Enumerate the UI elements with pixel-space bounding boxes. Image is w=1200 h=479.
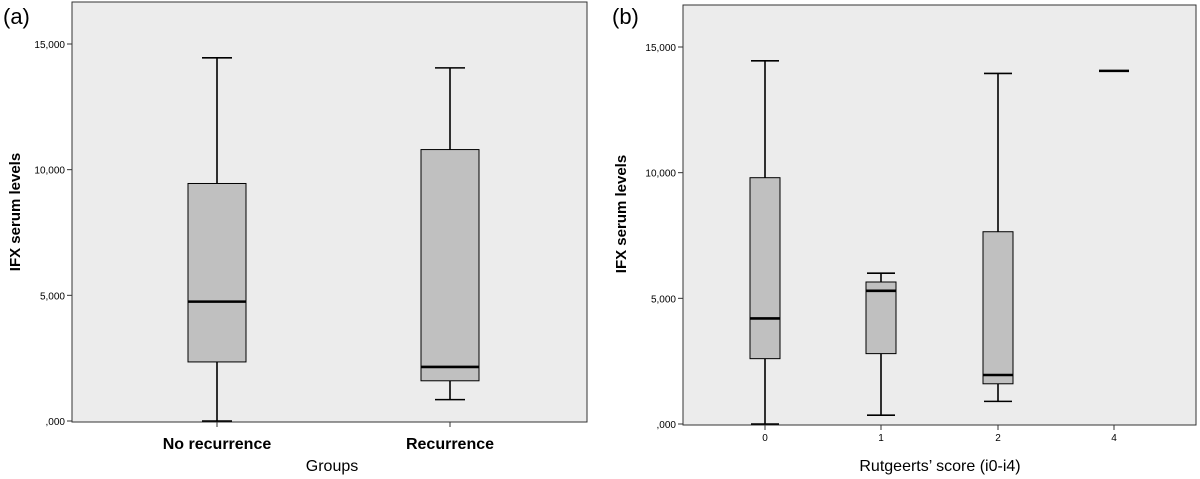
plot-area-a: [71, 1, 588, 423]
categories-b: 0 1 2 4: [762, 425, 1117, 444]
category-label: No recurrence: [163, 436, 272, 453]
box-2: [420, 67, 480, 401]
panel-label-b: (b): [612, 4, 639, 29]
y-tick-label: ,000: [657, 420, 677, 431]
x-axis-label-a: Groups: [306, 458, 358, 475]
category-label: Recurrence: [406, 436, 494, 453]
category-label: 0: [762, 433, 768, 444]
y-tick-label: ,000: [46, 417, 66, 428]
y-tick-label: 10,000: [645, 169, 676, 180]
category-label: 2: [995, 433, 1001, 444]
boxes-b: [749, 60, 1129, 425]
panel-a: (a) IFX serum levels Groups ,000 5,000 10,…: [3, 1, 588, 475]
y-tick-label: 5,000: [40, 291, 65, 302]
x-axis-label-b: Rutgeerts’ score (i0-i4): [859, 458, 1020, 475]
box-2: [865, 272, 897, 417]
y-tick-label: 15,000: [645, 43, 676, 54]
y-axis-label-b: IFX serum levels: [613, 155, 630, 273]
y-ticks-a: ,000 5,000 10,000 15,000: [34, 40, 72, 428]
categories-a: No recurrence Recurrence: [163, 422, 494, 453]
panel-b: (b) IFX serum levels Rutgeerts’ score (i…: [612, 4, 1197, 475]
category-label: 4: [1111, 433, 1117, 444]
box-iqr: [982, 231, 1014, 385]
box-iqr: [187, 182, 247, 363]
panel-label-a: (a): [3, 4, 30, 29]
box-3: [982, 72, 1014, 403]
y-tick-label: 10,000: [34, 166, 65, 177]
y-ticks-b: ,000 5,000 10,000 15,000: [645, 43, 683, 431]
category-label: 1: [878, 433, 884, 444]
box-1: [749, 60, 781, 425]
box-1: [187, 57, 247, 422]
y-tick-label: 15,000: [34, 40, 65, 51]
box-iqr: [420, 149, 480, 382]
box-iqr: [865, 281, 897, 355]
box-iqr: [749, 177, 781, 360]
y-tick-label: 5,000: [651, 294, 676, 305]
y-axis-label-a: IFX serum levels: [7, 153, 24, 271]
boxes-a: [187, 57, 480, 422]
